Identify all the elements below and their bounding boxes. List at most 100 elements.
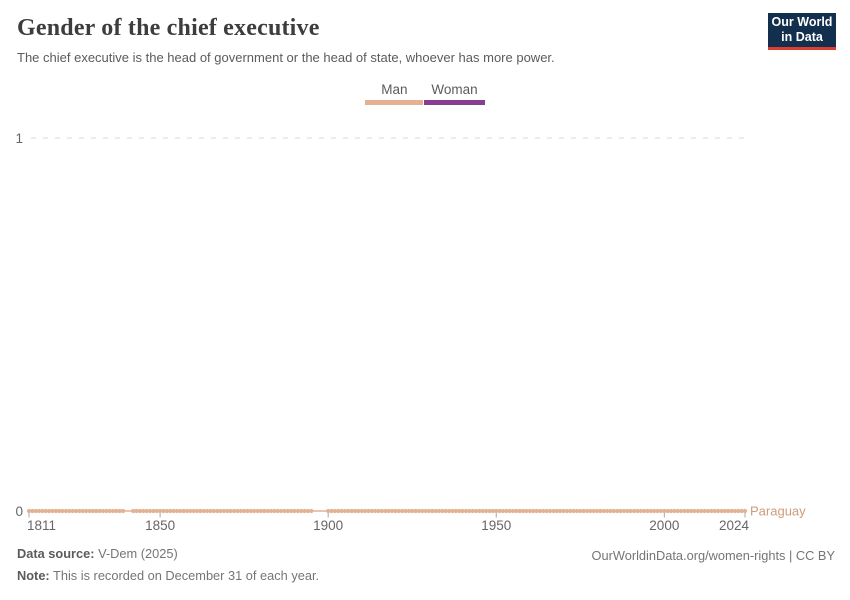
data-point (215, 508, 220, 514)
data-point (174, 508, 180, 514)
data-point (679, 508, 684, 514)
footer-citation-link[interactable]: OurWorldinData.org/women-rights | CC BY (591, 548, 835, 563)
data-point (719, 508, 724, 514)
owid-logo-line1: Our World (771, 15, 833, 29)
data-point (235, 508, 240, 514)
data-point (188, 508, 193, 514)
data-point (292, 508, 297, 514)
chart-header: Gender of the chief executive The chief … (17, 13, 836, 65)
data-point (231, 508, 237, 514)
data-point (527, 508, 532, 514)
data-point (675, 508, 680, 514)
data-source-value: V-Dem (2025) (94, 546, 178, 561)
y-axis-label-1: 1 (15, 131, 23, 146)
data-point (430, 508, 435, 514)
data-point (305, 508, 311, 514)
x-axis-label-1811: 1811 (27, 518, 56, 533)
data-point (295, 508, 301, 514)
data-point (504, 508, 509, 514)
data-point (665, 508, 670, 514)
data-point (211, 508, 216, 514)
data-point (63, 508, 69, 514)
data-point (722, 508, 727, 514)
entity-label-paraguay[interactable]: Paraguay (750, 504, 806, 519)
data-point (484, 508, 489, 514)
data-point (608, 508, 613, 514)
data-point (285, 508, 290, 514)
data-point (389, 508, 395, 514)
x-axis-label-1850: 1850 (145, 518, 175, 533)
data-point (574, 508, 580, 514)
data-point (205, 508, 210, 514)
data-point (618, 508, 623, 514)
data-point (383, 508, 388, 514)
data-point (97, 508, 102, 514)
data-point (588, 508, 593, 514)
data-point (500, 508, 506, 514)
data-point (134, 508, 139, 514)
data-point (554, 508, 559, 514)
data-point (571, 508, 576, 514)
data-point (605, 508, 610, 514)
data-point (531, 508, 536, 514)
data-point (410, 508, 415, 514)
legend-item-woman[interactable]: Woman (424, 82, 485, 105)
data-point (26, 508, 32, 514)
data-point (332, 508, 337, 514)
note-label: Note: (17, 568, 50, 583)
data-point (117, 508, 122, 514)
data-point (57, 508, 62, 514)
data-point (141, 508, 146, 514)
data-point (191, 508, 196, 514)
data-point (147, 508, 153, 514)
data-point (699, 508, 704, 514)
data-point (467, 508, 472, 514)
legend-item-man[interactable]: Man (365, 82, 424, 105)
data-point (689, 508, 694, 514)
data-point (403, 508, 408, 514)
data-point (716, 508, 721, 514)
data-point (655, 508, 660, 514)
data-point (668, 508, 674, 514)
data-point (662, 508, 667, 514)
data-point (121, 508, 126, 514)
data-point (638, 508, 643, 514)
data-point (87, 508, 92, 514)
data-point (416, 508, 422, 514)
data-point (487, 508, 492, 514)
y-axis-label-0: 0 (15, 504, 23, 519)
data-point (90, 508, 95, 514)
note-value: This is recorded on December 31 of each … (49, 568, 320, 583)
data-point (732, 508, 738, 514)
data-point (339, 508, 344, 514)
data-point (329, 508, 334, 514)
data-point (447, 508, 452, 514)
data-point (326, 508, 331, 514)
data-point (262, 508, 267, 514)
data-point (289, 508, 294, 514)
data-point (110, 508, 116, 514)
data-point (201, 508, 206, 514)
data-point (739, 508, 744, 514)
data-point (510, 508, 516, 514)
data-point (521, 508, 526, 514)
data-point (336, 508, 341, 514)
data-point (131, 508, 136, 514)
owid-logo[interactable]: Our World in Data (768, 13, 836, 50)
data-point (524, 508, 529, 514)
data-point (712, 508, 717, 514)
data-point (393, 508, 398, 514)
data-point (151, 508, 156, 514)
data-point (705, 508, 711, 514)
data-point (53, 508, 58, 514)
data-point (709, 508, 714, 514)
data-point (426, 508, 432, 514)
data-point (346, 508, 351, 514)
data-point (94, 508, 99, 514)
x-axis-label-1950: 1950 (481, 518, 511, 533)
chart-titles: Gender of the chief executive The chief … (17, 13, 555, 65)
data-point (376, 508, 381, 514)
data-point (591, 508, 596, 514)
data-point (242, 508, 247, 514)
